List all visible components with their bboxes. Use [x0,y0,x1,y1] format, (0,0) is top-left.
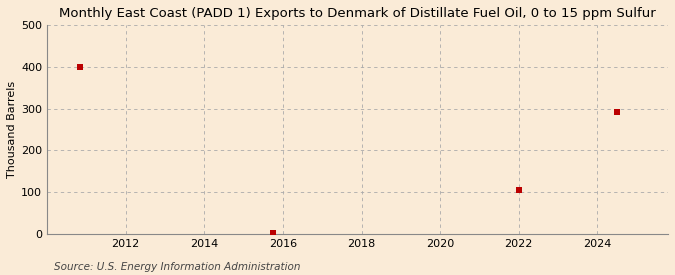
Point [612,109,622,114]
Point [74,65,85,70]
Text: Source: U.S. Energy Information Administration: Source: U.S. Energy Information Administ… [54,262,300,272]
Title: Monthly East Coast (PADD 1) Exports to Denmark of Distillate Fuel Oil, 0 to 15 p: Monthly East Coast (PADD 1) Exports to D… [59,7,656,20]
Point [268,231,279,235]
Point [513,188,524,192]
Y-axis label: Thousand Barrels: Thousand Barrels [7,81,17,178]
